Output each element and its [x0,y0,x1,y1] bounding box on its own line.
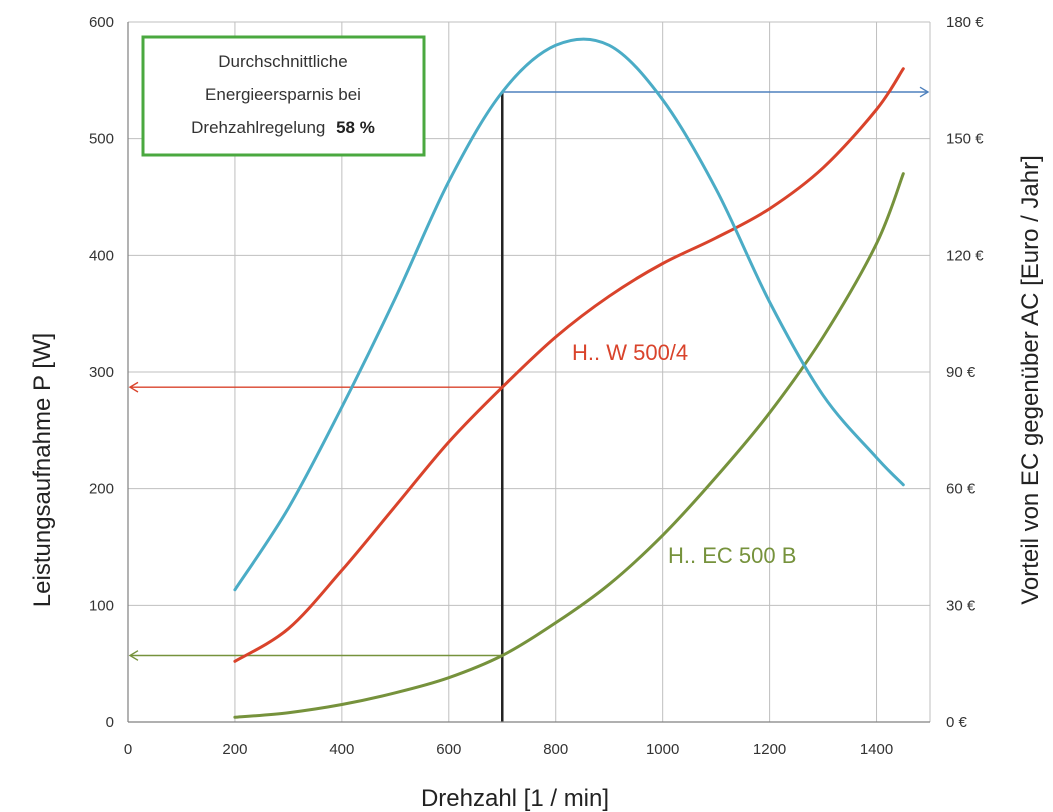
annotation-line-2: Energieersparnis bei [205,85,361,104]
x-tick-label: 1400 [860,741,893,758]
savings-annotation-box: Durchschnittliche Energieersparnis bei D… [141,35,426,157]
tick-labels: 0 200 400 600 800 1000 1200 1400 0 100 200 300 400 50… [89,14,984,758]
y-axis-title-left: Leistungsaufnahme P [W] [29,333,56,607]
y-tick-label-right: 90 € [946,364,976,381]
y-tick-label-left: 200 [89,481,114,498]
y-tick-label-left: 600 [89,14,114,31]
series-lines [233,37,905,719]
y-tick-label-right: 120 € [946,247,984,264]
reference-arrow-right [919,86,930,98]
y-tick-label-right: 30 € [946,597,976,614]
x-tick-label: 400 [329,741,354,758]
axes [127,22,930,723]
reference-lines [128,86,930,722]
series-line-2 [233,37,905,592]
y-tick-label-left: 100 [89,597,114,614]
x-tick-label: 1000 [646,741,679,758]
annotation-line-3-text: Drehzahlregelung [191,118,325,137]
y-axis-title-right: Vorteil von EC gegenüber AC [Euro / Jahr… [1017,155,1044,605]
y-tick-label-left: 400 [89,247,114,264]
x-axis-title: Drehzahl [1 / min] [421,785,609,812]
x-tick-label: 0 [124,741,132,758]
reference-arrow-left-1 [128,650,139,661]
x-tick-label: 600 [436,741,461,758]
y-tick-label-right: 0 € [946,714,968,731]
x-tick-label: 200 [222,741,247,758]
reference-arrow-left-0 [128,381,139,393]
series-line-0 [233,67,905,663]
series-label-w5004: H.. W 500/4 [572,340,688,365]
y-tick-label-left: 500 [89,131,114,148]
x-tick-label: 800 [543,741,568,758]
x-tick-label: 1200 [753,741,786,758]
y-tick-label-right: 150 € [946,131,984,148]
series-line-1 [233,172,905,719]
y-tick-label-right: 60 € [946,481,976,498]
y-tick-label-left: 300 [89,364,114,381]
annotation-line-3: Drehzahlregelung 58 % [191,118,375,137]
annotation-line-1: Durchschnittliche [218,52,347,71]
series-label-ec500b: H.. EC 500 B [668,543,796,568]
annotation-highlight: 58 % [336,118,375,137]
y-tick-label-left: 0 [106,714,114,731]
y-tick-label-right: 180 € [946,14,984,31]
